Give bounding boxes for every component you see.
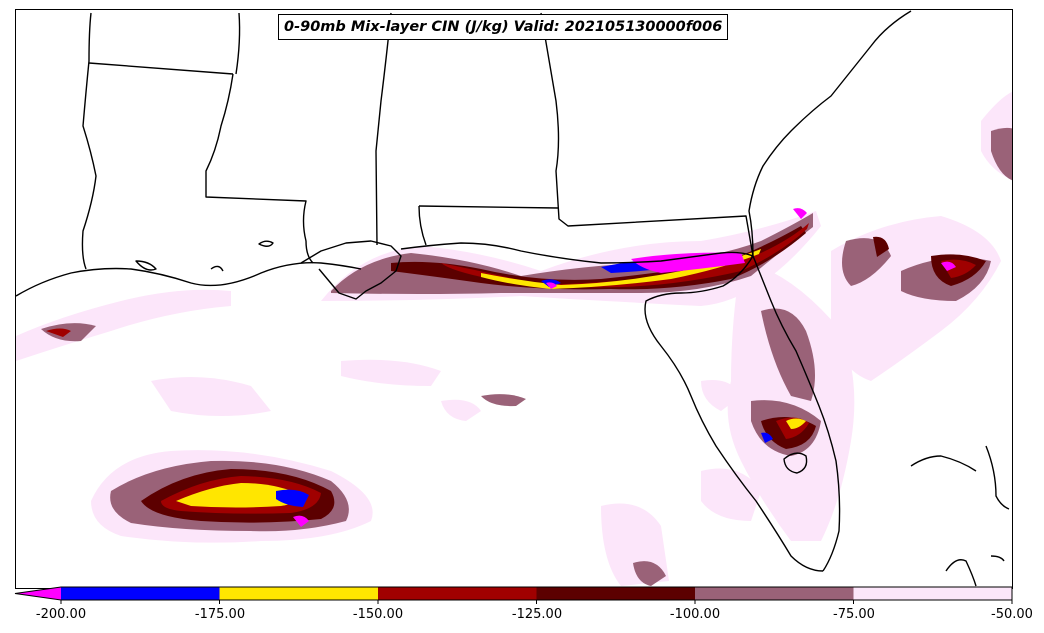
colorbar-segment (695, 587, 854, 600)
colorbar-tick-label-3: -150.00 (352, 607, 404, 622)
map-title: 0-90mb Mix-layer CIN (J/kg) Valid: 20210… (278, 14, 729, 40)
cin-band-magenta (293, 208, 956, 527)
colorbar-segment (378, 587, 537, 600)
colorbar-extension-arrow (15, 587, 61, 600)
colorbar-tick-label-1: -200.00 (35, 607, 87, 622)
colorbar-tick-label-5: -100.00 (669, 607, 721, 622)
colorbar-tick-label-2: -175.00 (194, 607, 246, 622)
colorbar-segment (219, 587, 378, 600)
colorbar-tick-label-6: -75.00 (833, 607, 875, 622)
colorbar-segment (853, 587, 1012, 600)
cin-map (16, 10, 1012, 587)
colorbar-outline (14, 586, 1013, 601)
cin-band-yellow (176, 249, 806, 508)
colorbar-tick-label-4: -125.00 (511, 607, 563, 622)
coastlines-and-borders (16, 10, 1010, 587)
colorbar (14, 586, 1013, 604)
colorbar-segment (61, 587, 220, 600)
colorbar-tick-label-7: -50.00 (991, 607, 1033, 622)
colorbar-segment (536, 587, 695, 600)
map-panel (15, 9, 1013, 589)
